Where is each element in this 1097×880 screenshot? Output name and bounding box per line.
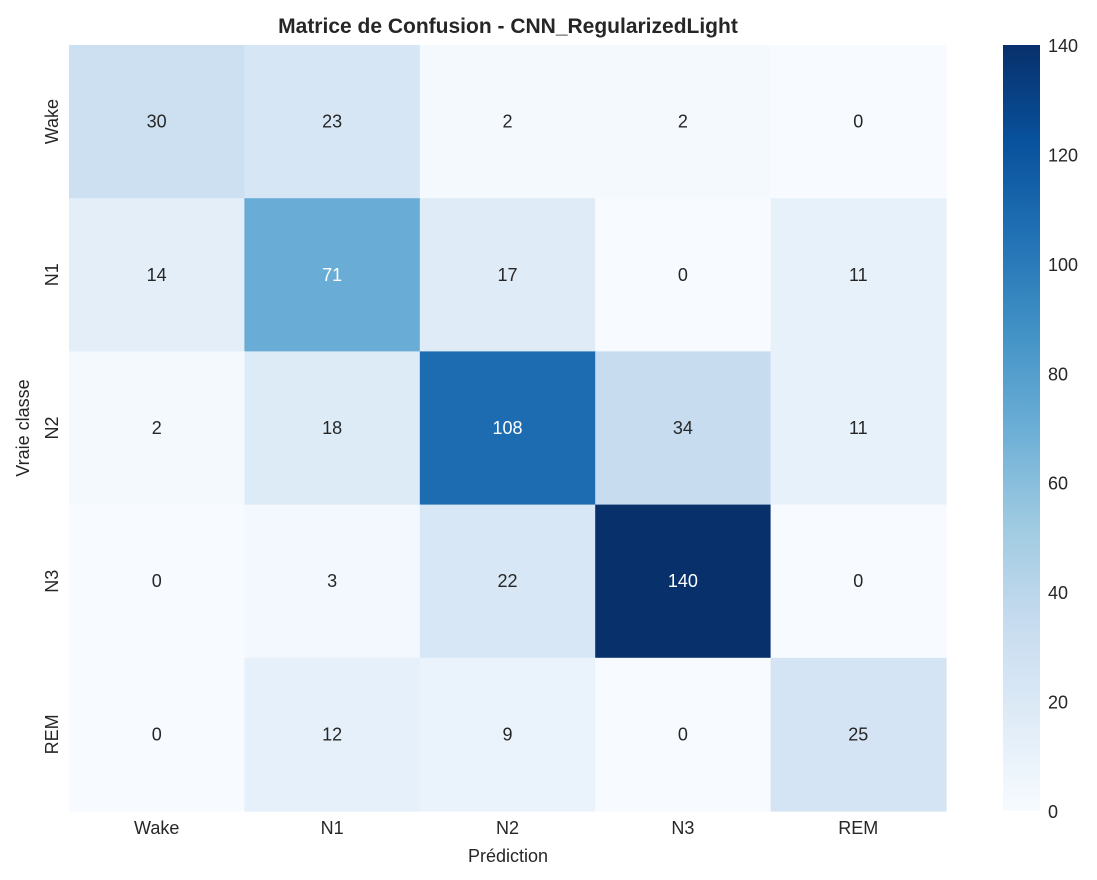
cell-value-label: 9 <box>502 724 512 744</box>
heatmap-cell <box>69 198 245 352</box>
cell-value-label: 3 <box>327 571 337 591</box>
cell-value-label: 0 <box>678 724 688 744</box>
cell-value-label: 23 <box>322 112 342 132</box>
y-tick-label: REM <box>42 714 62 754</box>
heatmap-cell <box>419 657 596 812</box>
heatmap-cell <box>244 45 421 199</box>
heatmap-cell <box>770 198 947 352</box>
cell-value-label: 12 <box>322 724 342 744</box>
chart-title: Matrice de Confusion - CNN_RegularizedLi… <box>278 15 738 38</box>
heatmap-cell <box>595 351 772 506</box>
x-tick-label: Wake <box>134 818 179 838</box>
colorbar-tick-label: 140 <box>1048 36 1078 56</box>
colorbar-tick-label: 60 <box>1048 474 1068 494</box>
cell-value-label: 2 <box>678 112 688 132</box>
heatmap-cell <box>244 351 421 506</box>
cell-value-label: 0 <box>678 265 688 285</box>
cell-value-label: 34 <box>673 418 693 438</box>
heatmap-cell <box>69 504 245 659</box>
y-tick-label: Wake <box>42 99 62 144</box>
colorbar-tick-label: 20 <box>1048 693 1068 713</box>
cell-value-label: 71 <box>322 265 342 285</box>
heatmap-cell <box>69 351 245 506</box>
y-axis-label: Vraie classe <box>13 379 33 476</box>
x-axis-label: Prédiction <box>468 846 548 866</box>
heatmap-cell <box>244 504 421 659</box>
heatmap-cell <box>595 45 772 199</box>
cell-value-label: 22 <box>497 571 517 591</box>
heatmap-cell <box>770 45 947 199</box>
heatmap-cell <box>770 351 947 506</box>
heatmap-cell <box>69 45 245 199</box>
cell-value-label: 2 <box>502 112 512 132</box>
cell-value-label: 25 <box>848 724 868 744</box>
colorbar-tick-label: 100 <box>1048 255 1078 275</box>
cell-value-label: 0 <box>853 571 863 591</box>
heatmap-cell <box>419 45 596 199</box>
y-tick-label: N2 <box>42 416 62 439</box>
cell-value-label: 2 <box>152 418 162 438</box>
cell-value-label: 0 <box>152 571 162 591</box>
x-tick-labels: Wake N1 N2 N3 REM <box>134 818 878 838</box>
x-tick-label: REM <box>838 818 878 838</box>
heatmap-cell <box>419 504 596 659</box>
colorbar-tick-label: 80 <box>1048 364 1068 384</box>
x-tick-label: N3 <box>671 818 694 838</box>
y-tick-label: N3 <box>42 570 62 593</box>
cell-value-label: 108 <box>492 418 522 438</box>
cell-value-label: 11 <box>849 418 868 438</box>
cell-value-label: 14 <box>147 265 167 285</box>
colorbar-tick-label: 0 <box>1048 802 1058 822</box>
heatmap-cell <box>770 657 947 812</box>
cell-value-label: 0 <box>152 724 162 744</box>
cell-value-label: 11 <box>849 265 868 285</box>
heatmap-cell <box>419 351 596 506</box>
cell-value-label: 17 <box>497 265 517 285</box>
cell-value-label: 30 <box>147 112 167 132</box>
y-tick-labels: Wake N1 N2 N3 REM <box>42 99 62 754</box>
x-tick-label: N1 <box>321 818 344 838</box>
heatmap-cell <box>770 504 947 659</box>
y-tick-label: N1 <box>42 263 62 286</box>
colorbar-tick-label: 120 <box>1048 145 1078 165</box>
heatmap-cell <box>244 657 421 812</box>
heatmap-cell <box>595 504 772 659</box>
x-tick-label: N2 <box>496 818 519 838</box>
cell-value-label: 0 <box>853 112 863 132</box>
heatmap-cells <box>69 45 947 812</box>
colorbar <box>1003 45 1040 811</box>
colorbar-tick-labels: 0 20 40 60 80 100 120 140 <box>1048 36 1078 822</box>
cell-value-label: 140 <box>668 571 698 591</box>
heatmap-cell <box>244 198 421 352</box>
heatmap-cell <box>595 198 772 352</box>
heatmap-cell <box>595 657 772 812</box>
heatmap-cell <box>419 198 596 352</box>
cell-value-label: 18 <box>322 418 342 438</box>
heatmap-cell <box>69 657 245 812</box>
colorbar-tick-label: 40 <box>1048 583 1068 603</box>
cell-annotations: 30 23 2 2 014 71 17 0 112 18 108 34 110 3 22 140 00 12 9 0 2… <box>147 112 869 745</box>
